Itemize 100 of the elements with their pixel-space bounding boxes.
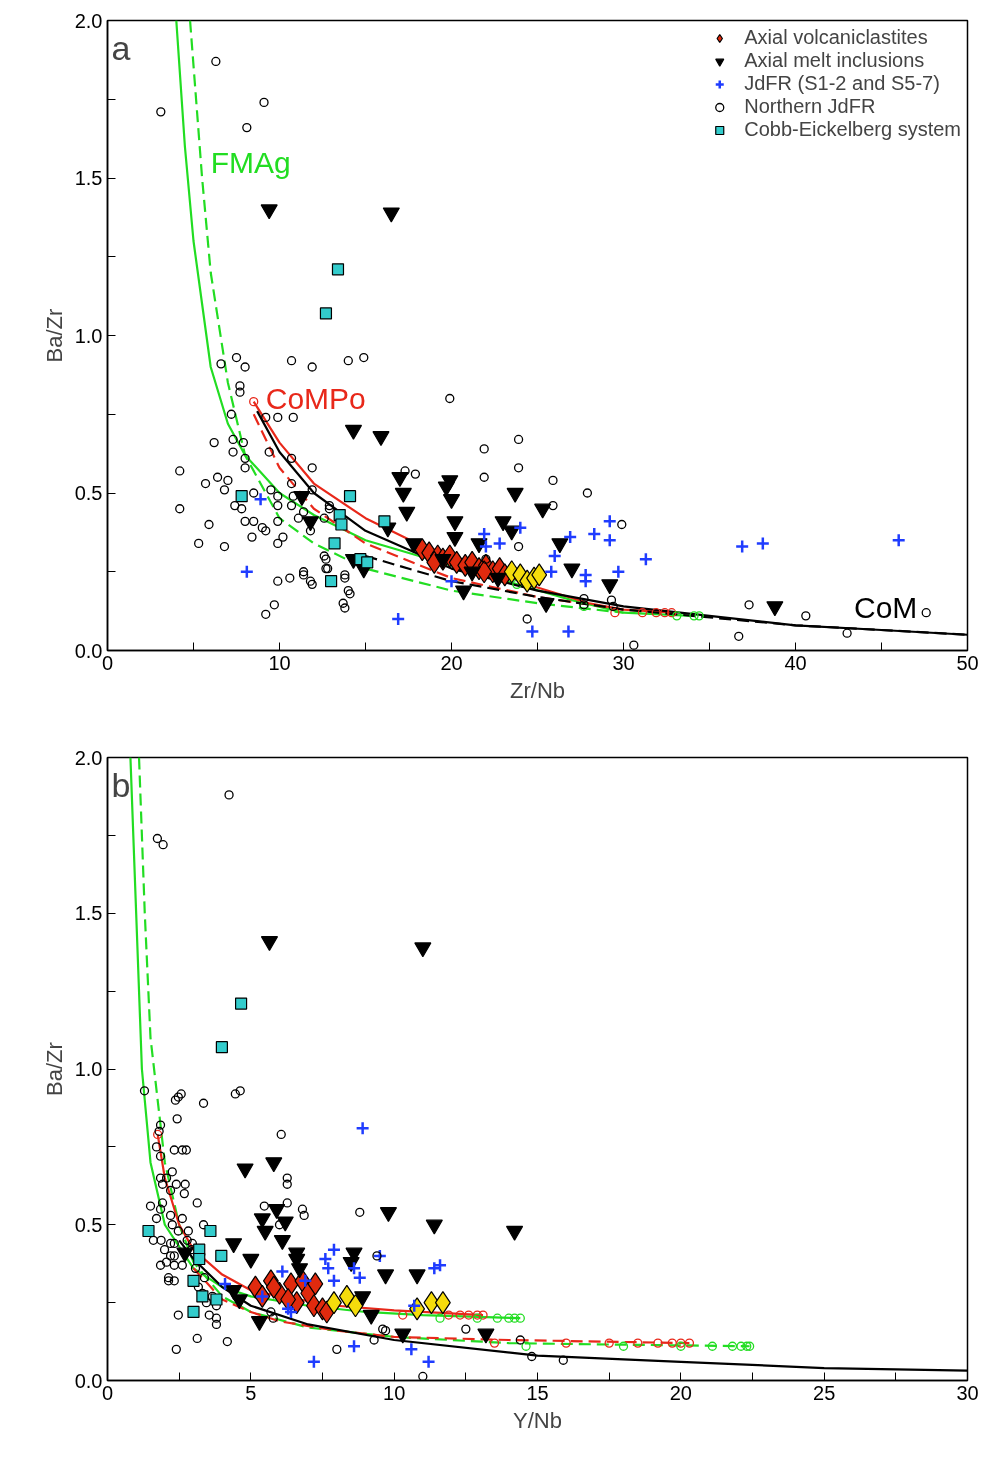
point <box>504 1313 514 1323</box>
point <box>446 531 464 547</box>
point <box>405 538 423 554</box>
point <box>361 556 374 569</box>
point <box>689 611 699 621</box>
point <box>406 1298 422 1313</box>
point <box>515 1313 525 1323</box>
x-tick-label: 20 <box>669 1381 692 1404</box>
point <box>492 1313 503 1323</box>
point <box>253 492 268 507</box>
y-axis-title: Ba/Zr <box>41 308 67 363</box>
point <box>521 1341 531 1351</box>
point <box>210 1293 223 1306</box>
point <box>331 263 345 276</box>
x-tick-label: 20 <box>440 651 463 674</box>
point <box>307 1272 324 1296</box>
point <box>301 516 320 532</box>
point <box>239 564 255 579</box>
point <box>379 1207 398 1223</box>
legend-label: Axial volcaniclastites <box>744 26 928 49</box>
point <box>633 1338 643 1348</box>
point <box>362 1309 380 1325</box>
point <box>326 1273 342 1289</box>
point <box>293 490 311 506</box>
point <box>196 1290 209 1303</box>
annotation: CoMPo <box>265 382 366 415</box>
point <box>561 624 576 639</box>
point <box>372 431 390 447</box>
point <box>346 1338 362 1354</box>
point <box>398 1310 408 1320</box>
y-tick-label: 1.0 <box>74 1058 103 1080</box>
point <box>376 1269 395 1285</box>
point <box>382 207 400 223</box>
point <box>561 1338 571 1348</box>
point <box>335 518 348 531</box>
point <box>444 573 459 589</box>
point <box>891 533 906 548</box>
point <box>672 611 682 621</box>
point <box>489 572 507 588</box>
point <box>506 487 524 503</box>
point <box>442 494 461 510</box>
point <box>638 551 654 567</box>
point <box>531 563 548 587</box>
point <box>694 611 704 621</box>
point <box>325 575 338 588</box>
y-tick-label: 2.0 <box>74 746 103 769</box>
point <box>423 1291 440 1315</box>
point <box>425 1219 443 1235</box>
point <box>470 538 488 554</box>
point <box>707 1341 718 1351</box>
point <box>734 539 750 554</box>
point <box>684 1338 695 1348</box>
point <box>464 1310 474 1320</box>
point <box>260 936 279 952</box>
point <box>534 503 552 519</box>
point <box>513 520 528 535</box>
point <box>435 1313 445 1323</box>
point <box>347 1294 364 1318</box>
point <box>755 536 771 551</box>
point <box>268 1203 286 1220</box>
x-axis-title: Y/Nb <box>513 1407 562 1433</box>
point <box>563 563 581 579</box>
y-tick-label: 1.5 <box>74 167 103 189</box>
line-series <box>192 1267 691 1345</box>
legend-label: JdFR (S1-2 and S5-7) <box>744 72 940 95</box>
point <box>187 1274 200 1287</box>
point <box>551 538 569 554</box>
point <box>587 526 602 542</box>
point <box>378 515 391 528</box>
point <box>273 1235 291 1251</box>
x-tick-label: 40 <box>784 651 807 674</box>
x-tick-label: 0 <box>101 651 114 674</box>
point <box>434 553 452 569</box>
point <box>443 1310 454 1320</box>
x-tick-label: 5 <box>245 1381 257 1404</box>
point <box>320 1261 336 1276</box>
point <box>275 1264 290 1279</box>
point <box>651 608 661 618</box>
x-tick-label: 15 <box>526 1381 549 1404</box>
point <box>225 1238 243 1254</box>
point <box>476 560 493 584</box>
legend-label: Cobb-Eickelberg system <box>744 118 961 141</box>
y-tick-label: 0.0 <box>74 639 103 662</box>
point <box>525 624 540 639</box>
point <box>235 490 248 503</box>
x-tick-label: 10 <box>268 651 291 674</box>
point <box>404 1342 419 1357</box>
point <box>667 1338 677 1348</box>
point <box>547 548 562 564</box>
point <box>727 1341 738 1351</box>
point <box>343 490 357 503</box>
point <box>276 1216 294 1232</box>
point <box>398 506 416 522</box>
point <box>637 608 648 618</box>
y-tick-label: 0.5 <box>74 1213 103 1236</box>
point <box>249 397 259 407</box>
y-axis-title: Ba/Zr <box>41 1042 67 1096</box>
point <box>434 1291 451 1315</box>
point <box>355 1120 370 1136</box>
point <box>187 1305 200 1319</box>
